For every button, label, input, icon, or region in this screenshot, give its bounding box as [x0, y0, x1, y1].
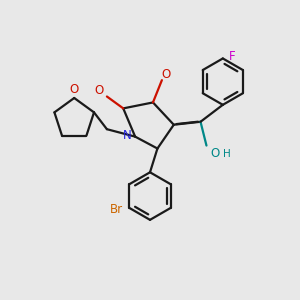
Text: F: F: [229, 50, 236, 64]
Text: O: O: [162, 68, 171, 81]
Text: N: N: [122, 129, 131, 142]
Text: O: O: [210, 147, 219, 161]
Text: O: O: [95, 84, 104, 97]
Text: O: O: [70, 83, 79, 96]
Text: Br: Br: [110, 203, 123, 216]
Text: H: H: [223, 149, 231, 159]
